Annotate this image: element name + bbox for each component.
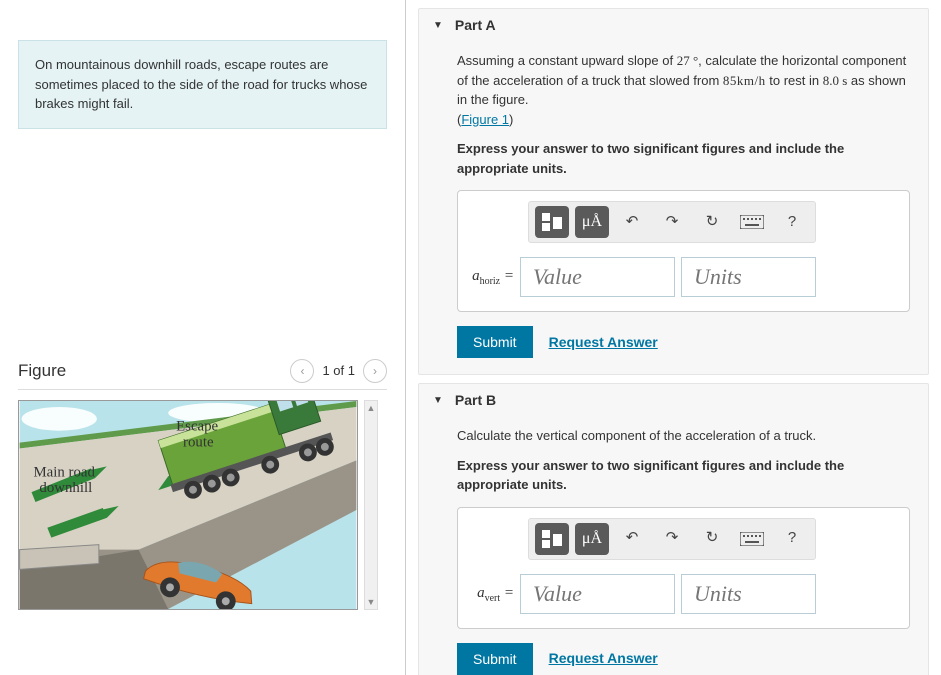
keyboard-icon <box>740 215 764 229</box>
part-a-units-input[interactable] <box>681 257 816 297</box>
part-a: ▼ Part A Assuming a constant upward slop… <box>418 8 929 375</box>
part-a-title: Part A <box>455 17 496 33</box>
figure-scrollbar[interactable]: ▲ ▼ <box>364 400 378 610</box>
redo-button[interactable]: ↷ <box>655 523 689 555</box>
undo-button[interactable]: ↶ <box>615 523 649 555</box>
figure-next-button[interactable]: › <box>363 359 387 383</box>
part-b-units-input[interactable] <box>681 574 816 614</box>
part-b-submit-button[interactable]: Submit <box>457 643 533 675</box>
help-button[interactable]: ? <box>775 206 809 238</box>
figure-title: Figure <box>18 361 66 381</box>
part-a-request-answer-link[interactable]: Request Answer <box>549 332 658 353</box>
figure-divider <box>18 389 387 390</box>
figure-label-escape: Escape <box>176 418 218 434</box>
part-a-answer-frame: μÅ ↶ ↷ ↻ ? ahoriz = <box>457 190 910 312</box>
part-a-instruction: Express your answer to two significant f… <box>457 139 910 178</box>
part-b-header[interactable]: ▼ Part B <box>433 392 914 408</box>
undo-button[interactable]: ↶ <box>615 206 649 238</box>
reset-button[interactable]: ↻ <box>695 206 729 238</box>
part-b-answer-frame: μÅ ↶ ↷ ↻ ? avert = <box>457 507 910 629</box>
figure-label-main: Main road <box>33 464 95 480</box>
units-tool-button[interactable]: μÅ <box>575 206 609 238</box>
part-b-instruction: Express your answer to two significant f… <box>457 456 910 495</box>
part-a-value-input[interactable] <box>520 257 675 297</box>
figure-count: 1 of 1 <box>322 363 355 378</box>
scroll-up-icon: ▲ <box>367 401 376 415</box>
part-a-variable-label: ahoriz = <box>470 265 514 289</box>
redo-button[interactable]: ↷ <box>655 206 689 238</box>
caret-down-icon: ▼ <box>433 20 443 31</box>
part-b: ▼ Part B Calculate the vertical componen… <box>418 383 929 675</box>
part-a-header[interactable]: ▼ Part A <box>433 17 914 33</box>
figure-image: Escape route Main road downhill <box>18 400 358 610</box>
figure-prev-button[interactable]: ‹ <box>290 359 314 383</box>
svg-text:downhill: downhill <box>39 480 92 496</box>
part-a-submit-button[interactable]: Submit <box>457 326 533 358</box>
figure-nav: ‹ 1 of 1 › <box>290 359 387 383</box>
svg-text:route: route <box>183 434 214 450</box>
caret-down-icon: ▼ <box>433 395 443 406</box>
part-b-title: Part B <box>455 392 496 408</box>
reset-button[interactable]: ↻ <box>695 523 729 555</box>
part-b-text: Calculate the vertical component of the … <box>457 426 910 446</box>
help-button[interactable]: ? <box>775 523 809 555</box>
figure-link[interactable]: Figure 1 <box>461 112 509 127</box>
units-tool-button[interactable]: μÅ <box>575 523 609 555</box>
scroll-down-icon: ▼ <box>367 595 376 609</box>
part-a-text: Assuming a constant upward slope of 27 °… <box>457 51 910 129</box>
part-b-value-input[interactable] <box>520 574 675 614</box>
part-b-variable-label: avert = <box>470 582 514 606</box>
problem-intro: On mountainous downhill roads, escape ro… <box>18 40 387 129</box>
keyboard-icon <box>740 532 764 546</box>
keyboard-button[interactable] <box>735 523 769 555</box>
keyboard-button[interactable] <box>735 206 769 238</box>
part-a-toolbar: μÅ ↶ ↷ ↻ ? <box>528 201 816 243</box>
template-tool-button[interactable] <box>535 523 569 555</box>
part-b-request-answer-link[interactable]: Request Answer <box>549 648 658 669</box>
part-b-toolbar: μÅ ↶ ↷ ↻ ? <box>528 518 816 560</box>
template-tool-button[interactable] <box>535 206 569 238</box>
